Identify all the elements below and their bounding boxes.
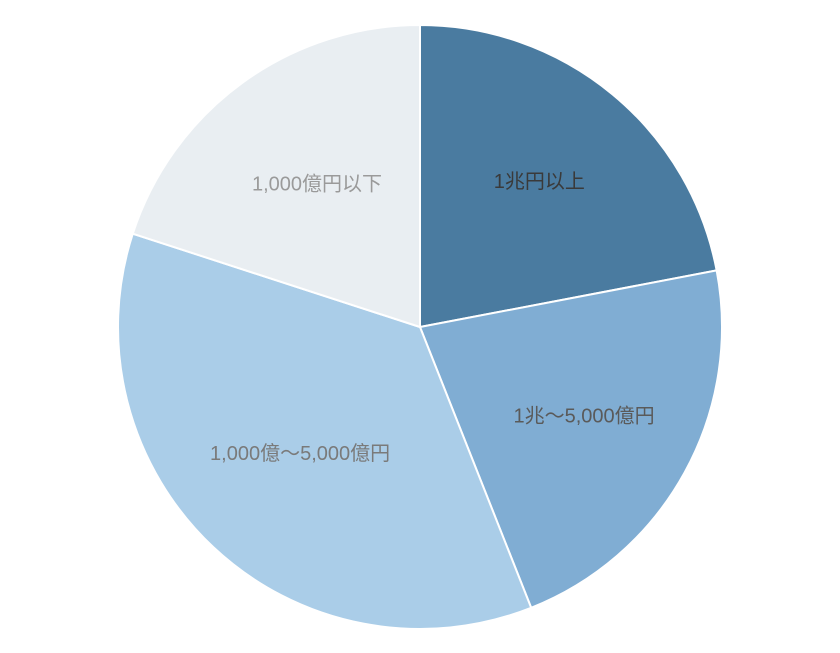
pie-chart: 1兆円以上 1兆〜5,000億円 1,000億〜5,000億円 1,000億円以下 [0,0,840,653]
pie-slice-label: 1,000億〜5,000億円 [210,442,390,465]
pie-slice-label: 1,000億円以下 [252,173,382,196]
pie-slice-label: 1兆〜5,000億円 [513,404,654,427]
pie-slice-label: 1兆円以上 [494,170,585,193]
pie-chart-container: 1兆円以上 1兆〜5,000億円 1,000億〜5,000億円 1,000億円以下 [0,0,840,653]
